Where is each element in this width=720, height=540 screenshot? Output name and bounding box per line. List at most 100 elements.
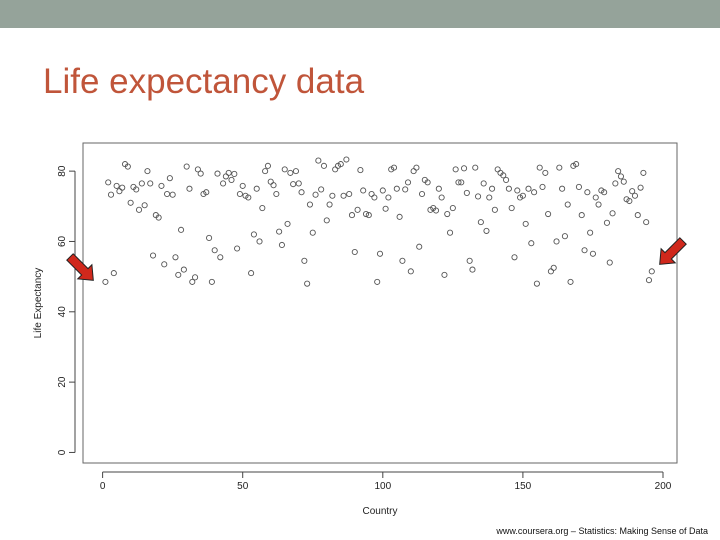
data-point xyxy=(379,187,386,194)
data-point xyxy=(514,187,521,194)
data-point xyxy=(615,168,622,175)
data-point xyxy=(234,245,241,252)
data-point xyxy=(124,163,131,170)
data-point xyxy=(418,190,426,198)
data-point xyxy=(480,180,487,187)
data-point xyxy=(194,166,201,173)
data-point xyxy=(166,175,173,182)
data-point xyxy=(203,189,210,196)
data-point xyxy=(567,278,574,285)
data-point xyxy=(609,210,616,217)
data-point xyxy=(178,226,185,233)
x-axis-label: Country xyxy=(362,506,397,517)
data-point xyxy=(528,240,535,247)
data-point xyxy=(270,182,277,189)
data-point xyxy=(575,183,582,191)
data-point xyxy=(472,164,479,171)
slide-title: Life expectancy data xyxy=(43,62,365,101)
data-point xyxy=(273,190,280,198)
data-point xyxy=(340,192,347,199)
data-point xyxy=(539,183,546,191)
data-point xyxy=(236,190,243,198)
data-point xyxy=(592,194,599,201)
data-point xyxy=(158,182,165,189)
data-point xyxy=(323,217,330,224)
data-point xyxy=(432,207,440,214)
data-point xyxy=(105,179,112,186)
data-point xyxy=(337,161,344,168)
data-point xyxy=(309,229,316,236)
data-point xyxy=(477,219,484,226)
data-point xyxy=(452,166,459,173)
data-point xyxy=(110,270,117,277)
data-point xyxy=(441,271,448,278)
data-point xyxy=(220,180,227,187)
data-point xyxy=(239,182,246,189)
data-point xyxy=(494,166,501,173)
data-point xyxy=(631,192,639,199)
data-point xyxy=(306,201,314,208)
data-point xyxy=(399,257,406,264)
data-point xyxy=(424,179,431,186)
data-point xyxy=(206,234,213,241)
data-point xyxy=(292,168,299,175)
data-point xyxy=(413,164,420,171)
data-point xyxy=(578,212,585,219)
data-point xyxy=(192,274,199,281)
data-point xyxy=(102,278,109,285)
data-point xyxy=(584,189,591,196)
data-point xyxy=(396,213,403,220)
data-point xyxy=(385,194,392,201)
data-point xyxy=(626,197,633,205)
data-point xyxy=(264,162,271,169)
data-point xyxy=(214,170,221,177)
data-point xyxy=(360,187,367,194)
data-point xyxy=(595,201,602,208)
data-point xyxy=(483,227,490,234)
data-point xyxy=(138,180,145,187)
data-point xyxy=(281,166,288,173)
data-point xyxy=(508,205,515,212)
data-point xyxy=(542,169,549,176)
data-point xyxy=(113,182,120,189)
data-point xyxy=(466,257,473,264)
data-point xyxy=(186,185,193,192)
data-point xyxy=(164,190,171,198)
axes: 0 50 100 150 200 0 20 40 60 80 xyxy=(57,165,672,492)
data-point xyxy=(390,164,398,171)
data-point xyxy=(149,252,157,259)
data-point xyxy=(410,168,417,175)
data-point xyxy=(208,278,215,285)
data-point xyxy=(211,247,218,254)
data-point xyxy=(519,192,526,199)
y-tick-label: 40 xyxy=(57,306,68,318)
right-red-arrow-icon xyxy=(659,237,687,265)
data-point xyxy=(486,194,493,201)
x-tick-label: 50 xyxy=(237,481,249,492)
data-point xyxy=(245,194,252,201)
data-point xyxy=(634,212,641,219)
data-point xyxy=(256,238,263,245)
data-point xyxy=(561,233,568,240)
data-point xyxy=(503,176,510,183)
data-point xyxy=(119,184,126,191)
data-point xyxy=(231,170,238,177)
y-tick-label: 80 xyxy=(57,165,68,177)
data-point xyxy=(250,231,257,238)
data-point xyxy=(368,190,375,198)
data-point xyxy=(318,186,325,193)
top-banner xyxy=(0,0,720,28)
data-point xyxy=(522,220,529,227)
data-point xyxy=(147,180,154,187)
data-points xyxy=(102,156,655,287)
data-point xyxy=(587,229,594,236)
data-point xyxy=(463,189,470,196)
data-point xyxy=(573,161,580,168)
data-point xyxy=(278,241,285,249)
data-point xyxy=(645,277,653,284)
y-axis-label: Life Expectancy xyxy=(33,268,44,339)
y-tick-label: 0 xyxy=(57,449,68,455)
data-point xyxy=(287,169,294,176)
data-point xyxy=(172,254,179,261)
